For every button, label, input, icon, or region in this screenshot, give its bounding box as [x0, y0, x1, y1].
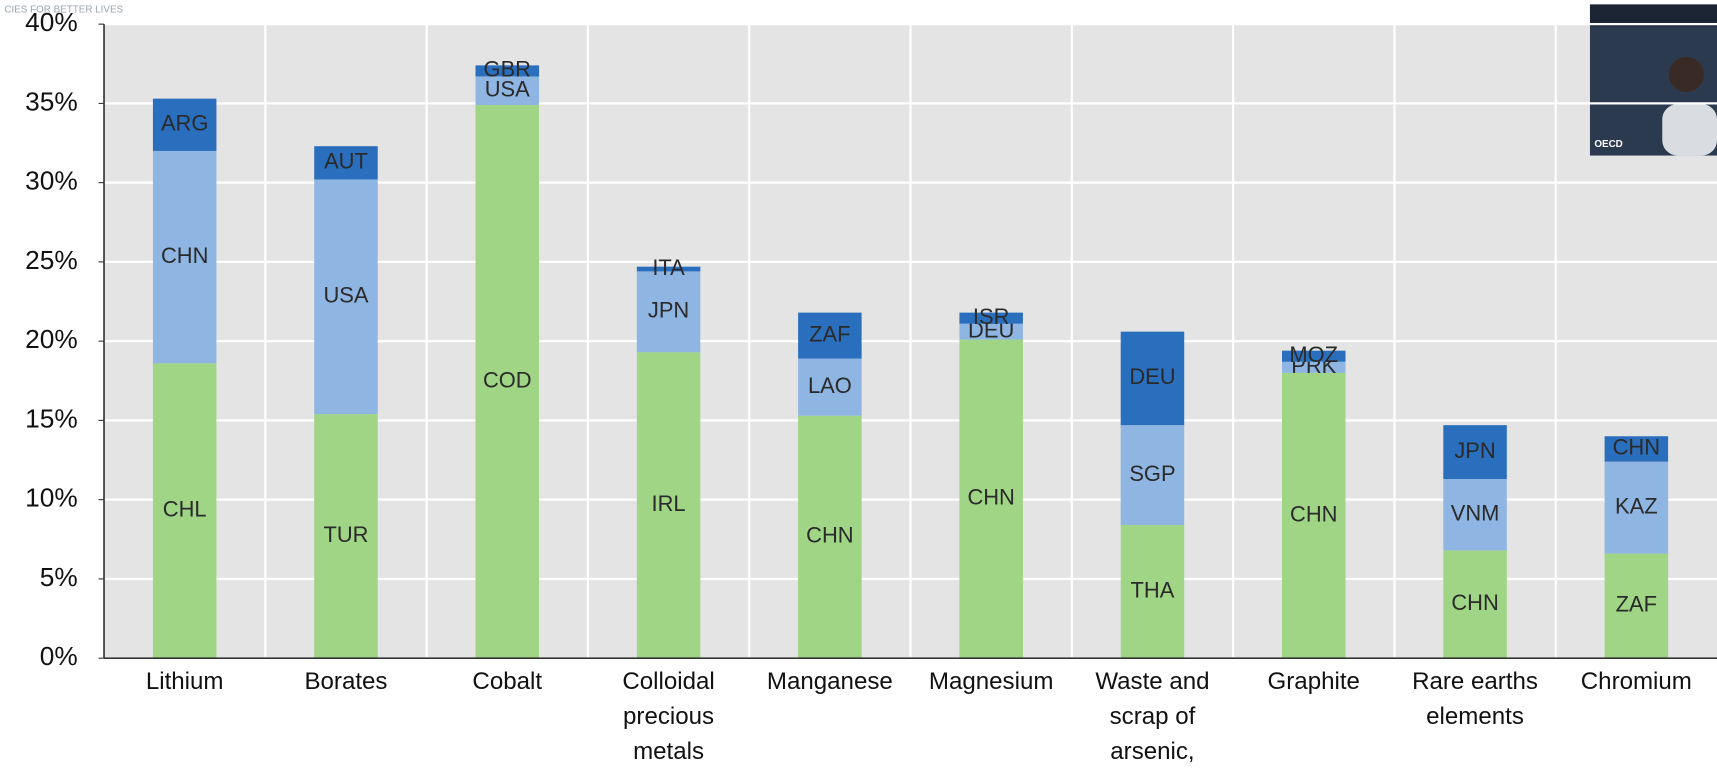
bar-segment	[636, 352, 701, 659]
x-tick-label: Lithium	[145, 666, 224, 695]
bar-segment	[1282, 372, 1346, 659]
y-tick-label: 15%	[25, 403, 78, 433]
segment-label: SGP	[1129, 461, 1175, 486]
segment-label: MOZ	[1289, 342, 1338, 367]
x-tick-label-box: Borates	[304, 666, 388, 695]
x-tick-label-box: Graphite	[1267, 666, 1360, 695]
segment-label: IRL	[652, 491, 686, 516]
segment-label: CHN	[1290, 501, 1337, 526]
segment-label: USA	[323, 283, 368, 308]
bar-segment	[1604, 436, 1669, 462]
bar-segment	[152, 363, 217, 659]
bar-segment	[1443, 479, 1507, 551]
bar-segment	[798, 312, 862, 359]
bar-segment	[1120, 525, 1185, 659]
bar-segment	[798, 358, 862, 416]
webcam-person-body	[1662, 104, 1717, 156]
bar-segment	[314, 146, 378, 180]
segment-label: VNM	[1451, 500, 1500, 525]
bar-segment	[1120, 331, 1185, 426]
segment-label: CHN	[967, 485, 1014, 510]
x-tick-label-box: Lithium	[145, 666, 224, 695]
segment-label: ARG	[161, 111, 208, 136]
bar-segment	[959, 339, 1023, 659]
bar-segment	[959, 323, 1023, 340]
bar-segment	[1443, 550, 1507, 659]
segment-label: DEU	[1129, 364, 1175, 389]
bar-segment	[1443, 425, 1507, 480]
segment-label: ITA	[652, 255, 685, 280]
bar-segment	[798, 415, 862, 659]
segment-label: ISR	[973, 304, 1010, 329]
bar-segment	[475, 76, 540, 105]
segment-label: ZAF	[1616, 592, 1657, 617]
x-tick-label-box: Waste and scrap of arsenic,	[1095, 666, 1210, 765]
y-tick-label: 30%	[25, 166, 78, 196]
webcam-person-head	[1668, 56, 1704, 93]
bar-segment	[152, 98, 217, 151]
y-tick-label: 35%	[25, 86, 78, 116]
bar-segment	[636, 266, 701, 272]
x-tick-label: Cobalt	[472, 666, 543, 695]
y-tick-label: 10%	[25, 483, 78, 513]
bar-segment	[152, 150, 217, 364]
bar-segment	[314, 179, 378, 415]
bar-segment	[636, 271, 701, 353]
bar-segment	[314, 414, 378, 659]
x-tick-label-box: Magnesium	[928, 666, 1054, 695]
segment-label: CHN	[1613, 435, 1660, 460]
bar-segment	[1282, 350, 1346, 362]
y-tick-label: 40%	[25, 7, 78, 37]
x-tick-label: Colloidal precious metals	[622, 666, 715, 765]
segment-label: TUR	[323, 522, 368, 547]
segment-label: ZAF	[809, 321, 850, 346]
x-tick-label: Magnesium	[928, 666, 1054, 695]
bar-segment	[1604, 553, 1669, 659]
bar-segment	[1282, 361, 1346, 373]
x-tick-label-box: Manganese	[766, 666, 893, 695]
x-tick-label: Rare earths elements	[1412, 666, 1538, 730]
segment-label: THA	[1131, 577, 1175, 602]
segment-label: AUT	[324, 149, 368, 174]
header-text: CIES FOR BETTER LIVES	[4, 5, 123, 16]
bar-segment	[1120, 425, 1185, 526]
segment-label: CHN	[1451, 590, 1498, 615]
x-tick-label: Graphite	[1267, 666, 1360, 695]
bar-segment	[959, 312, 1023, 324]
webcam-bar	[1589, 4, 1717, 27]
segment-label: CHN	[161, 243, 208, 268]
bar-segment	[1604, 461, 1669, 554]
segment-label: JPN	[648, 298, 689, 323]
x-tick-label-box: Colloidal precious metals	[622, 666, 715, 765]
x-tick-label-box: Chromium	[1580, 666, 1692, 695]
webcam-label: OECD	[1594, 139, 1622, 150]
segment-label: USA	[485, 76, 530, 101]
bars: CHLCHNARGTURUSAAUTCODUSAGBRIRLJPNITACHNL…	[152, 57, 1669, 659]
webcam: OECD	[1589, 4, 1717, 156]
y-tick-label: 5%	[40, 562, 78, 592]
bar-segment	[475, 65, 540, 77]
y-tick-label: 20%	[25, 324, 78, 354]
x-tick-label-box: Cobalt	[472, 666, 543, 695]
x-tick-label: Manganese	[766, 666, 893, 695]
x-tick-label: Waste and scrap of arsenic,	[1095, 666, 1210, 765]
y-tick-label: 0%	[40, 641, 78, 671]
segment-label: COD	[483, 367, 532, 392]
x-tick-label: Chromium	[1580, 666, 1692, 695]
segment-label: JPN	[1454, 438, 1495, 463]
bar-segment	[475, 104, 540, 659]
segment-label: CHN	[806, 523, 853, 548]
x-tick-label-box: Rare earths elements	[1412, 666, 1538, 730]
y-tick-label: 25%	[25, 245, 78, 275]
segment-label: LAO	[808, 373, 852, 398]
segment-label: CHL	[163, 497, 207, 522]
segment-label: KAZ	[1615, 493, 1658, 518]
x-tick-label: Borates	[304, 666, 388, 695]
segment-label: GBR	[484, 57, 531, 82]
